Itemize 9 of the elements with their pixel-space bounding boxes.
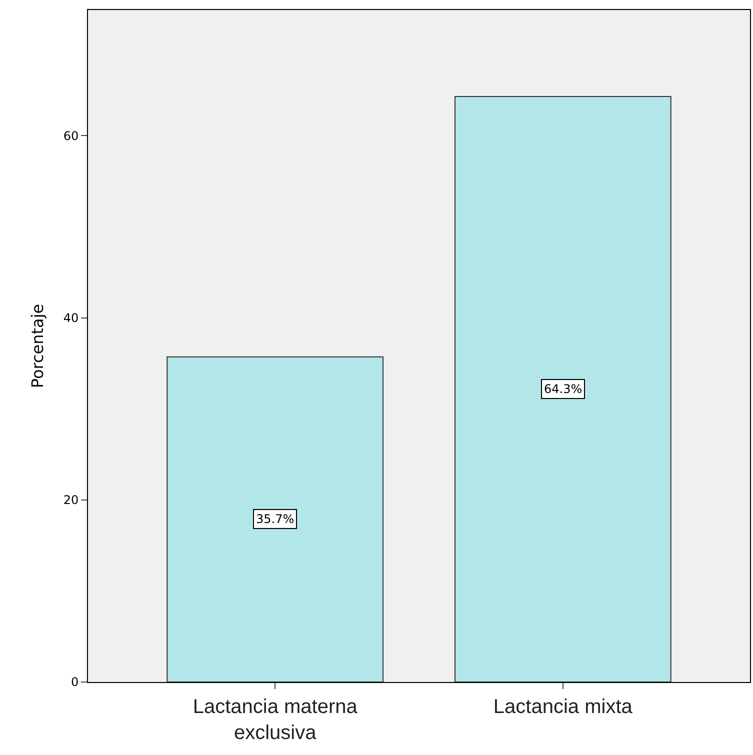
data-label: 35.7%: [256, 512, 294, 526]
y-tick-label: 20: [63, 493, 79, 508]
y-axis-title: Porcentaje: [28, 304, 48, 388]
y-tick-label: 60: [63, 128, 79, 143]
x-tick-label: Lactancia mixta: [493, 696, 634, 718]
data-label: 64.3%: [544, 382, 582, 396]
y-tick-label: 40: [63, 310, 79, 325]
x-tick-label: Lactancia materna exclusiva: [192, 696, 358, 744]
y-tick-label: 0: [70, 675, 79, 690]
